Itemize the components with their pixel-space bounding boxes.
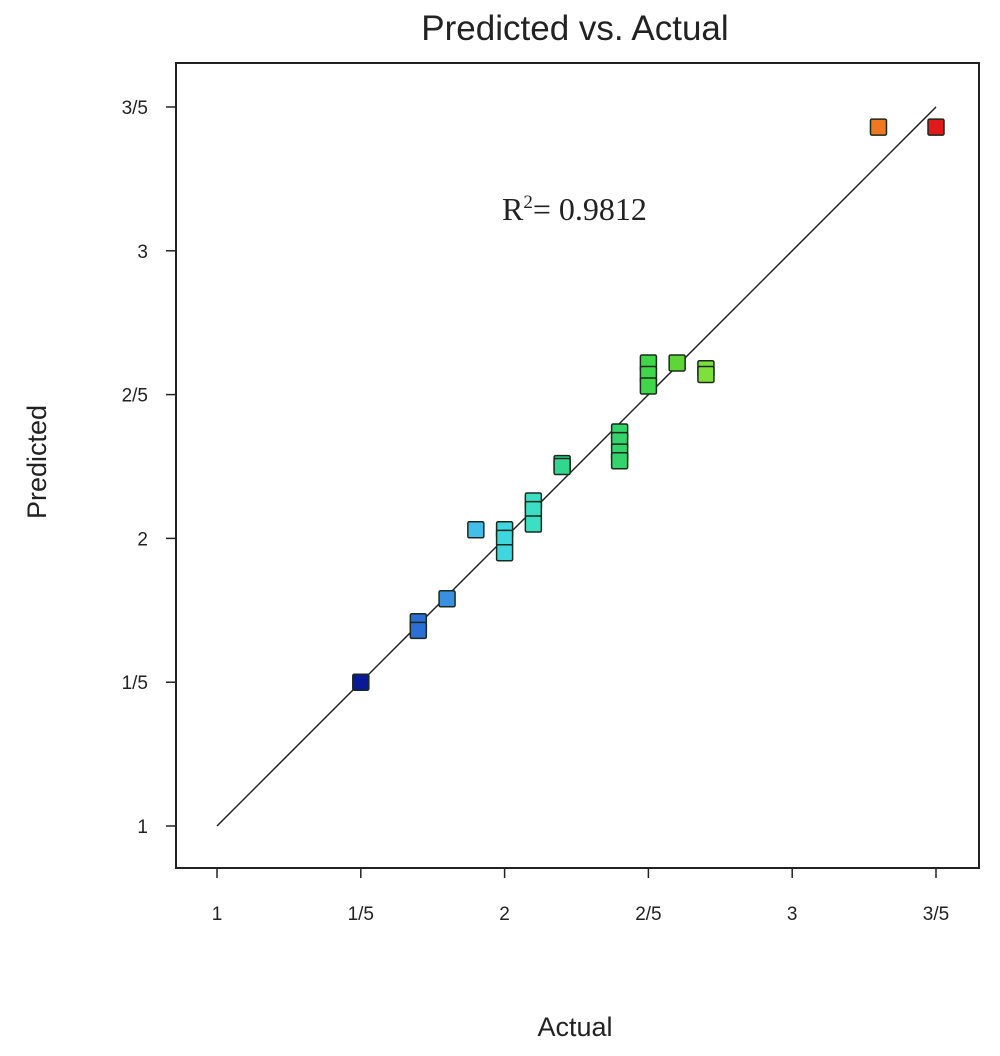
data-point (495, 529, 514, 548)
data-point (438, 590, 456, 608)
chart-title: Predicted vs. Actual (421, 9, 728, 48)
data-point (553, 457, 571, 476)
y-tick-label: 3/5 (122, 98, 148, 119)
y-tick-label: 1/5 (122, 673, 148, 694)
r-squared-annotation: R2= 0.9812 (502, 191, 647, 227)
data-point (524, 500, 543, 519)
plot-frame (175, 62, 980, 869)
x-tick-label: 1/5 (348, 904, 374, 925)
x-axis: 1 1/5 2 2/5 3 3/5 (212, 868, 949, 925)
data-point (495, 544, 514, 562)
data-point (927, 118, 945, 136)
y-tick-label: 2/5 (122, 386, 148, 407)
data-point (352, 673, 370, 691)
data-points (352, 118, 945, 691)
r-squared-superscript: 2 (523, 192, 533, 213)
data-point (639, 377, 658, 395)
y-tick-label: 2 (137, 529, 148, 550)
x-tick-label: 2/5 (635, 904, 661, 925)
data-point (467, 521, 485, 539)
r-squared-prefix: R (502, 191, 524, 227)
data-point (869, 118, 888, 136)
data-point (409, 621, 428, 640)
y-axis: 1 1/5 2 2/5 3 3/5 (122, 98, 176, 838)
x-tick-label: 3 (787, 904, 798, 925)
reference-line (216, 106, 937, 827)
y-axis-label: Predicted (22, 405, 52, 519)
y-tick-label: 1 (137, 817, 148, 838)
data-point (610, 451, 629, 470)
x-tick-label: 2 (499, 904, 510, 925)
data-point (668, 354, 686, 372)
x-tick-label: 3/5 (923, 904, 949, 925)
x-axis-label: Actual (537, 1012, 612, 1042)
data-point (697, 365, 715, 384)
r-squared-value: = 0.9812 (533, 191, 647, 227)
x-tick-label: 1 (212, 904, 223, 925)
reference-line-group (216, 106, 937, 827)
data-point (524, 515, 543, 533)
y-tick-label: 3 (137, 242, 148, 263)
